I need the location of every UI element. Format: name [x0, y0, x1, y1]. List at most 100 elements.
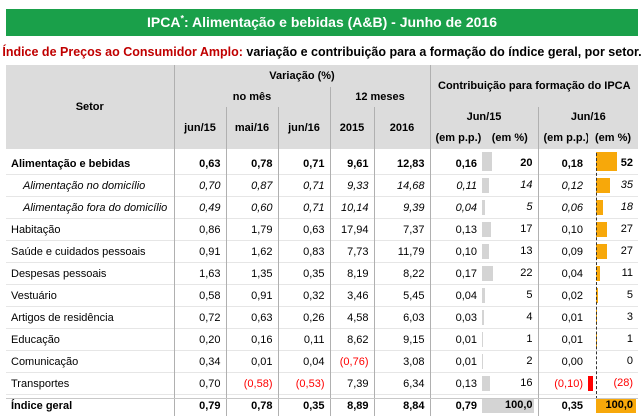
contrib-pct15-bar: [482, 288, 485, 303]
var-mai16-cell: 1,79: [226, 218, 279, 241]
contrib-pct16-value: 1: [626, 333, 634, 345]
contrib-pct16-value: 52: [620, 157, 634, 169]
contrib-pct15-bar: [482, 310, 485, 325]
contrib-pp15-cell: 0,03: [455, 311, 478, 324]
contrib-pct16-value: (28): [613, 377, 634, 389]
var-jun15-cell: 0,86: [174, 218, 227, 241]
table-row: Alimentação e bebidas 0,63 0,78 0,71 9,61 12,…: [6, 149, 639, 175]
var-2015-cell: 8,89: [330, 394, 375, 416]
contrib-pct15-value: 1: [526, 333, 533, 345]
var-jun15-cell: 0,58: [174, 284, 227, 307]
title-prefix: IPCA: [147, 14, 181, 30]
var-mai16-cell: 1,35: [226, 262, 279, 285]
contrib-pct16-bar: [596, 288, 599, 303]
table-row: Alimentação no domicílio 0,70 0,87 0,71 9,33…: [6, 174, 639, 197]
contrib-pp16-cell: 0,18: [561, 157, 584, 170]
contrib-pp15-cell: 0,16: [455, 157, 478, 170]
var-mai16-cell: (0,58): [226, 372, 279, 395]
contrib-pct15-cell: 5: [482, 284, 539, 307]
var-mai16-cell: 0,60: [226, 196, 279, 219]
var-mai16-cell: 0,63: [226, 306, 279, 329]
contrib-pp16-cell: 0,04: [561, 267, 584, 280]
contrib-pct15-value: 20: [520, 157, 533, 169]
contrib-pct15-cell: 17: [482, 218, 539, 241]
var-jun16-cell: 0,32: [278, 284, 331, 307]
contrib-pct15-cell: 14: [482, 174, 539, 197]
contrib-pct15-bar: [482, 200, 485, 215]
contrib-pct16-cell: 11: [588, 263, 638, 285]
contrib-pp15-cell: 0,13: [455, 377, 478, 390]
pp15-header: (em p.p.): [430, 127, 483, 149]
contrib-pct16-cell: 5: [588, 285, 638, 307]
contrib-pct15-value: 5: [526, 289, 533, 301]
contrib-pct16-value: 18: [620, 201, 634, 213]
contrib-jun16-header: Jun/16: [538, 107, 639, 127]
bottom-rule: [6, 398, 638, 399]
contrib-pp16-cell: 0,00: [561, 355, 584, 368]
contrib-pp15-cell: 0,01: [455, 355, 478, 368]
pct16-header: (em %): [588, 127, 639, 149]
contrib-pct16-bar: [588, 376, 593, 391]
setor-cell: Educação: [6, 328, 175, 351]
contrib-pct15-value: 22: [520, 267, 533, 279]
var-jun15-cell: 1,63: [174, 262, 227, 285]
table-row: Despesas pessoais 1,63 1,35 0,35 8,19 8,22 0,1…: [6, 262, 639, 285]
contrib-pct16-cell: 100,0: [588, 395, 638, 416]
contrib-pct16-cell: 27: [588, 241, 638, 263]
var-jun16-cell: 0,71: [278, 149, 331, 175]
contrib-pct16-value: 5: [626, 289, 634, 301]
contrib-jun15-header: Jun/15: [430, 107, 539, 127]
contrib-pct15-value: 17: [520, 223, 533, 235]
table-row: Educação 0,20 0,16 0,11 8,62 9,15 0,01 1 0,01 1: [6, 328, 639, 351]
var-2016-cell: 3,08: [374, 350, 431, 373]
contrib-pct15-cell: 16: [482, 372, 539, 395]
title-bar: IPCA*: Alimentação e bebidas (A&B) - Jun…: [6, 9, 638, 36]
contribuicao-header: Contribuição para formação do IPCA: [430, 65, 639, 107]
contrib-pct15-value: 14: [520, 179, 533, 191]
contrib-pct16-cell: 35: [588, 175, 638, 197]
contrib-pct16-cell: 52: [588, 149, 638, 175]
zero-dashed-line: [596, 153, 597, 399]
contrib-pct16-bar: [596, 178, 611, 193]
contrib-pct16-bar: [596, 244, 607, 259]
var-2016-cell: 11,79: [374, 240, 431, 263]
contrib-pct15-cell: 1: [482, 328, 539, 351]
contrib-pct15-value: 4: [526, 311, 533, 323]
title-footnote-mark: *: [180, 13, 184, 24]
var-jun15-cell: 0,34: [174, 350, 227, 373]
var-jun16-cell: 0,63: [278, 218, 331, 241]
contrib-pct16-bar: [596, 266, 601, 281]
setor-cell: Índice geral: [6, 394, 175, 416]
contrib-pct15-bar: [482, 354, 484, 369]
var-mai16-cell: 0,91: [226, 284, 279, 307]
var-2016-cell: 6,34: [374, 372, 431, 395]
table-row: Vestuário 0,58 0,91 0,32 3,46 5,45 0,04 5 0,02 5: [6, 284, 639, 307]
contrib-pct15-value: 2: [526, 355, 533, 367]
contrib-pp15-cell: 0,11: [456, 179, 478, 192]
setor-cell: Transportes: [6, 372, 175, 395]
table-row: Alimentação fora do domicílio 0,49 0,60 0,7…: [6, 196, 639, 219]
contrib-pct16-cell: 0: [588, 351, 638, 373]
setor-cell: Artigos de residência: [6, 306, 175, 329]
setor-cell: Habitação: [6, 218, 175, 241]
doze-meses-header: 12 meses: [330, 87, 431, 107]
contrib-pct15-bar: [482, 398, 535, 413]
var-2015-cell: 9,33: [330, 174, 375, 197]
table-body: Alimentação e bebidas 0,63 0,78 0,71 9,61 12,…: [6, 149, 639, 416]
var-2016-cell: 9,15: [374, 328, 431, 351]
subtitle-highlight: Índice de Preços ao Consumidor Amplo:: [2, 45, 243, 59]
contrib-pct15-bar: [482, 222, 491, 237]
contrib-pp16-cell: (0,10): [554, 377, 584, 390]
var-jun16-cell: 0,26: [278, 306, 331, 329]
contrib-pct15-bar: [482, 376, 491, 391]
var-mai16-cell: 0,01: [226, 350, 279, 373]
var-2016-cell: 5,45: [374, 284, 431, 307]
setor-header: Setor: [6, 65, 175, 149]
var-mai16-cell: 0,78: [226, 394, 279, 416]
var-2015-cell: 8,19: [330, 262, 375, 285]
var-2015-cell: 3,46: [330, 284, 375, 307]
contrib-pp15-cell: 0,17: [455, 267, 478, 280]
contrib-pct16-value: 3: [626, 311, 634, 323]
var-2016-cell: 9,39: [374, 196, 431, 219]
var-2015-cell: (0,76): [330, 350, 375, 373]
